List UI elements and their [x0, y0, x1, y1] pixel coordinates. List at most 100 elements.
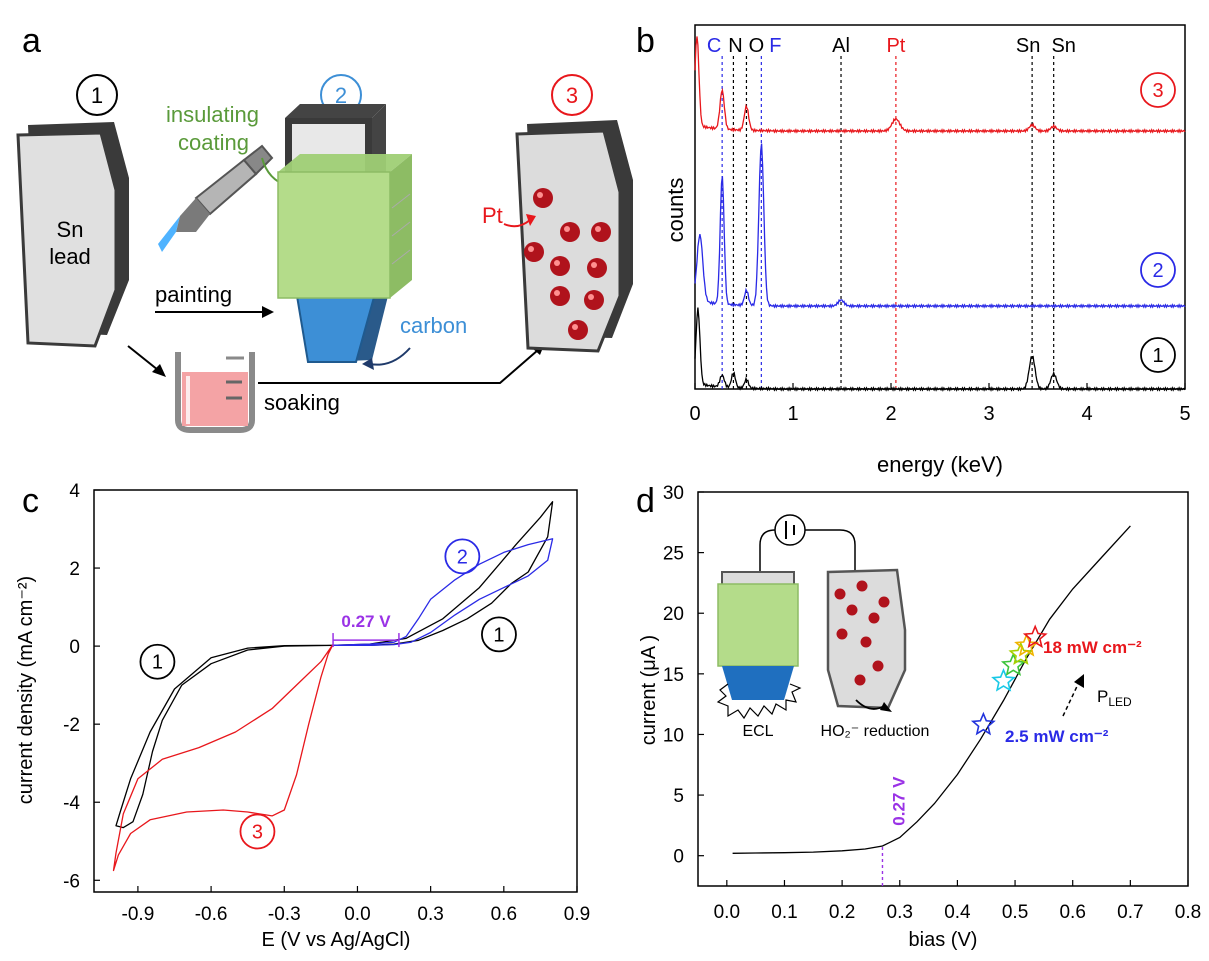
- b-x-axis: 0 1 2 3 4 5: [689, 383, 1191, 425]
- pt-particle-highlight: [595, 226, 601, 232]
- c-plot-frame: [93, 489, 578, 893]
- b-spectrum-2: [694, 143, 1186, 309]
- c-x-tick-label: 0.0: [344, 904, 370, 925]
- c-cv-curve-1: [115, 501, 554, 829]
- d-inset-pt-particles: [834, 580, 890, 686]
- panel-c-letter: c: [22, 482, 39, 520]
- d-x-tick-label: 0.3: [887, 902, 913, 923]
- d-y-axis-title: current (μA ): [638, 635, 660, 745]
- d-x-axis-title: bias (V): [909, 929, 978, 951]
- c-cv-curve-3: [112, 643, 334, 872]
- inset-pt-particle: [854, 674, 866, 686]
- pt-particle-highlight: [528, 246, 534, 252]
- b-spectrum-3: [694, 36, 1186, 134]
- panel-d-letter: d: [636, 482, 655, 520]
- b-x-tick-label: 2: [885, 403, 896, 425]
- pt-particle: [550, 256, 570, 276]
- c-bracket-label: 0.27 V: [341, 612, 391, 631]
- pt-particle-highlight: [554, 290, 560, 296]
- step-1-label: 1: [91, 83, 103, 108]
- pt-particle-highlight: [572, 324, 578, 330]
- pt-particle: [568, 320, 588, 340]
- inset-pt-particle: [868, 612, 880, 624]
- d-led-star: [1008, 641, 1034, 665]
- d-high-power-label: 18 mW cm⁻²: [1043, 638, 1142, 657]
- c-curve-marker-circle: [444, 538, 481, 575]
- painting-label: painting: [155, 282, 232, 307]
- pt-label: Pt: [482, 203, 503, 228]
- soaking-label: soaking: [264, 390, 340, 415]
- c-curve-marker-circle: [139, 643, 176, 680]
- d-y-tick-label: 15: [663, 665, 684, 686]
- inset-pt-particle: [878, 596, 890, 608]
- b-peak-guides: [721, 56, 1055, 389]
- sn-lead-illustration: Sn lead: [16, 122, 129, 348]
- b-x-tick-label: 3: [983, 403, 994, 425]
- panel-d-iv-curve: d 0.27 V 0.0 0.1 0.2 0.3 0.4 0.5 0.6 0.7 0.8 0 5 10…: [636, 482, 1201, 951]
- c-y-tick-label: -6: [63, 871, 80, 892]
- c-curve-marker-label: 1: [493, 624, 504, 646]
- b-peak-label: Sn: [1051, 35, 1075, 57]
- d-led-star: [970, 711, 996, 736]
- b-peak-label: F: [769, 35, 781, 57]
- pt-particle: [524, 242, 544, 262]
- c-x-tick-label: 0.6: [491, 904, 517, 925]
- step-3-marker: 3: [551, 74, 593, 116]
- d-x-tick-label: 0.8: [1175, 902, 1201, 923]
- paint-brush-icon: [158, 144, 274, 252]
- b-x-tick-label: 1: [787, 403, 798, 425]
- panel-a-schematic: a 1 2 3 Sn lead painting: [16, 22, 633, 433]
- d-led-power-stars: [970, 624, 1048, 736]
- d-inset-schematic: ECL HO₂⁻ reduction: [716, 514, 929, 740]
- coated-electrode-illustration: [277, 104, 412, 363]
- d-x-tick-label: 0.2: [829, 902, 855, 923]
- b-spectra: [694, 36, 1186, 392]
- d-iv-curve: [732, 525, 1131, 854]
- d-y-tick-label: 10: [663, 725, 684, 746]
- d-y-tick-label: 25: [663, 544, 684, 565]
- c-y-tick-label: -2: [63, 715, 80, 736]
- d-led-star: [1014, 632, 1039, 657]
- d-x-tick-label: 0.0: [714, 902, 740, 923]
- d-plot-frame: [697, 491, 1189, 887]
- c-y-tick-label: 2: [69, 559, 80, 580]
- inset-pt-particle: [836, 628, 848, 640]
- d-pled-label: PLED: [1097, 687, 1132, 709]
- inset-pt-particle: [834, 588, 846, 600]
- b-y-axis-title: counts: [663, 178, 688, 243]
- pt-particle-highlight: [537, 192, 543, 198]
- d-y-tick-label: 5: [673, 786, 684, 807]
- c-x-tick-label: -0.3: [268, 904, 301, 925]
- c-y-tick-label: 4: [69, 481, 80, 502]
- b-series-3-label: 3: [1152, 80, 1163, 102]
- sn-lead-label-line2: lead: [49, 244, 91, 269]
- soaking-beaker-icon: [175, 352, 255, 433]
- c-curve-marker-label: 3: [252, 822, 263, 844]
- panel-b-letter: b: [636, 22, 655, 60]
- pt-particle-highlight: [591, 262, 597, 268]
- b-peak-labels: C N O F Al Pt Sn Sn: [707, 35, 1076, 57]
- b-peak-label: Pt: [886, 35, 905, 57]
- panel-b-eds-spectra: b C N O F Al Pt Sn Sn 0 1 2 3 4 5 energy (keV) count…: [636, 22, 1191, 477]
- c-x-tick-label: 0.3: [417, 904, 443, 925]
- b-peak-label: Sn: [1016, 35, 1040, 57]
- d-led-star: [991, 668, 1017, 692]
- b-peak-label: C: [707, 35, 721, 57]
- b-spectrum-1: [694, 307, 1186, 392]
- pt-particle: [550, 286, 570, 306]
- c-x-tick-label: -0.9: [122, 904, 155, 925]
- inset-pt-particle: [860, 636, 872, 648]
- d-iv-curve-line: [732, 525, 1131, 854]
- c-curve-marker-label: 2: [457, 546, 468, 568]
- c-x-tick-label: -0.6: [195, 904, 228, 925]
- d-led-star: [1022, 624, 1048, 649]
- b-peak-label: O: [749, 35, 765, 57]
- c-cv-curves: [112, 501, 554, 872]
- d-low-power-label: 2.5 mW cm⁻²: [1005, 727, 1109, 746]
- c-x-axis-title: E (V vs Ag/AgCl): [262, 929, 411, 951]
- pt-particle: [560, 222, 580, 242]
- c-y-tick-label: -4: [63, 793, 80, 814]
- panel-c-voltammograms: c -0.9 -0.6 -0.3 0.0 0.3 0.6 0.9 -6 -4 -2 0 2 4 1 1 2 3…: [15, 481, 590, 951]
- pt-particle: [591, 222, 611, 242]
- d-led-star: [1000, 652, 1026, 677]
